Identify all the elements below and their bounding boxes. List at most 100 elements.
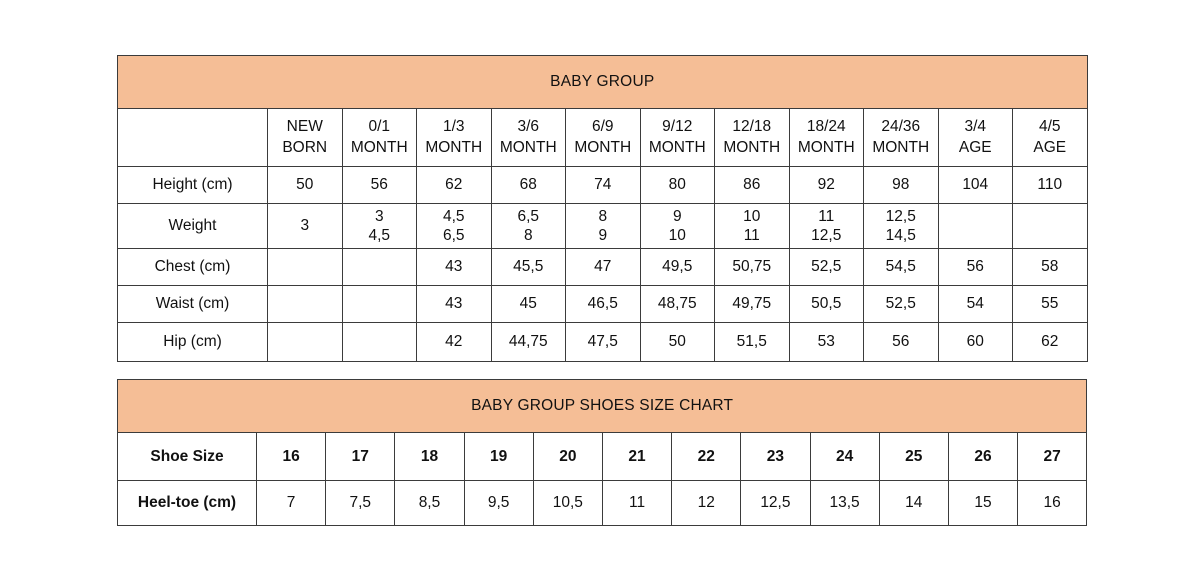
header-line2: MONTH	[499, 138, 557, 156]
header-line1: 24/36	[881, 117, 921, 135]
cell-chest-9: 56	[937, 248, 1013, 286]
row-label-height: Height (cm)	[117, 166, 268, 204]
cell-hip-2: 42	[416, 322, 492, 362]
cell-hip-5: 50	[639, 322, 715, 362]
cell-height-9: 104	[937, 166, 1013, 204]
value-min: 11	[818, 207, 835, 225]
shoes-chart-title: BABY GROUP SHOES SIZE CHART	[116, 379, 1088, 433]
cell-waist-2: 43	[416, 285, 492, 323]
value-min: 4,5	[442, 207, 465, 225]
row-label-heel-toe: Heel-toe (cm)	[117, 480, 257, 526]
cell-height-8: 98	[863, 166, 939, 204]
cell-hip-7: 53	[788, 322, 864, 362]
baby-group-shoes-size-table: BABY GROUP SHOES SIZE CHART Shoe Size 16…	[116, 379, 1088, 526]
cell-height-0: 50	[267, 166, 343, 204]
header-12-18-month: 12/18 MONTH	[714, 108, 790, 167]
header-line2: MONTH	[425, 138, 483, 156]
cell-heel-toe-6: 12	[671, 480, 742, 526]
row-label-waist: Waist (cm)	[117, 285, 268, 323]
cell-height-4: 74	[565, 166, 641, 204]
table-title-row: BABY GROUP	[117, 55, 1088, 109]
header-line1: 0/1	[368, 117, 391, 135]
cell-hip-6: 51,5	[714, 322, 790, 362]
cell-waist-6: 49,75	[714, 285, 790, 323]
value-max: 10	[668, 227, 686, 244]
cell-weight-10	[1012, 203, 1088, 249]
cell-waist-5: 48,75	[639, 285, 715, 323]
row-label-shoe-size: Shoe Size	[117, 432, 257, 481]
cell-chest-5: 49,5	[639, 248, 715, 286]
table-row: Height (cm) 50 56 62 68 74 80 86 92 98 1…	[117, 166, 1088, 204]
cell-shoe-size-6: 22	[671, 432, 742, 481]
cell-hip-10: 62	[1012, 322, 1088, 362]
cell-waist-4: 46,5	[565, 285, 641, 323]
cell-shoe-size-0: 16	[255, 432, 327, 481]
value-min: 8	[598, 207, 608, 225]
header-4-5-age: 4/5 AGE	[1012, 108, 1088, 167]
table-row: Waist (cm) 43 45 46,5 48,75 49,75 50,5 5…	[117, 285, 1088, 323]
cell-chest-10: 58	[1012, 248, 1088, 286]
value-max: 9	[598, 227, 608, 244]
cell-heel-toe-1: 7,5	[325, 480, 396, 526]
cell-weight-3: 6,5 8	[490, 203, 566, 249]
cell-height-10: 110	[1012, 166, 1088, 204]
value-max: 4,5	[368, 227, 391, 244]
baby-group-size-table: BABY GROUP NEW BORN 0/1 MONTH 1/3 MONTH …	[117, 55, 1088, 362]
header-line2: BORN	[282, 138, 328, 156]
cell-weight-8: 12,5 14,5	[863, 203, 939, 249]
cell-shoe-size-4: 20	[532, 432, 603, 481]
cell-heel-toe-8: 13,5	[809, 480, 880, 526]
header-line2: MONTH	[648, 138, 706, 156]
cell-hip-8: 56	[863, 322, 939, 362]
cell-shoe-size-2: 18	[394, 432, 465, 481]
cell-weight-6: 10 11	[714, 203, 790, 249]
header-line1: 12/18	[732, 117, 772, 135]
value-max: 6,5	[442, 227, 465, 244]
header-line2: MONTH	[350, 138, 408, 156]
cell-chest-1	[341, 248, 417, 286]
header-1-3-month: 1/3 MONTH	[416, 108, 492, 167]
cell-waist-10: 55	[1012, 285, 1088, 323]
header-line1: 6/9	[591, 117, 614, 135]
table-row: Hip (cm) 42 44,75 47,5 50 51,5 53 56 60 …	[117, 322, 1088, 362]
cell-shoe-size-11: 27	[1017, 432, 1088, 481]
cell-weight-1: 3 4,5	[341, 203, 417, 249]
row-label-chest: Chest (cm)	[117, 248, 268, 286]
cell-chest-7: 52,5	[788, 248, 864, 286]
cell-shoe-size-5: 21	[601, 432, 673, 481]
header-6-9-month: 6/9 MONTH	[565, 108, 641, 167]
cell-waist-3: 45	[490, 285, 566, 323]
cell-shoe-size-7: 23	[740, 432, 811, 481]
cell-shoe-size-1: 17	[325, 432, 396, 481]
table-row: Weight 3 3 4,5 4,5 6,5 6,5 8	[117, 203, 1088, 249]
cell-chest-8: 54,5	[863, 248, 939, 286]
header-line1: 4/5	[1038, 117, 1061, 135]
value-min: 10	[743, 207, 761, 225]
header-line1: 3/6	[517, 117, 540, 135]
cell-weight-0: 3	[267, 203, 343, 249]
header-line1: 18/24	[806, 117, 846, 135]
cell-heel-toe-4: 10,5	[532, 480, 603, 526]
cell-heel-toe-0: 7	[255, 480, 327, 526]
cell-chest-0	[267, 248, 343, 286]
cell-shoe-size-9: 25	[878, 432, 949, 481]
cell-heel-toe-3: 9,5	[463, 480, 534, 526]
baby-group-title: BABY GROUP	[117, 55, 1088, 109]
cell-chest-6: 50,75	[714, 248, 790, 286]
cell-hip-9: 60	[937, 322, 1013, 362]
cell-heel-toe-5: 11	[601, 480, 673, 526]
header-line1: NEW	[286, 117, 323, 135]
cell-heel-toe-7: 12,5	[740, 480, 811, 526]
cell-heel-toe-10: 15	[947, 480, 1019, 526]
cell-heel-toe-2: 8,5	[394, 480, 465, 526]
cell-weight-7: 11 12,5	[788, 203, 864, 249]
cell-hip-1	[341, 322, 417, 362]
table-header-row: NEW BORN 0/1 MONTH 1/3 MONTH 3/6 MONTH 6…	[117, 108, 1088, 167]
header-line1: 1/3	[442, 117, 465, 135]
header-line1: 9/12	[662, 117, 693, 135]
cell-chest-3: 45,5	[490, 248, 566, 286]
header-empty-corner	[117, 108, 268, 167]
cell-heel-toe-11: 16	[1017, 480, 1088, 526]
cell-hip-3: 44,75	[490, 322, 566, 362]
